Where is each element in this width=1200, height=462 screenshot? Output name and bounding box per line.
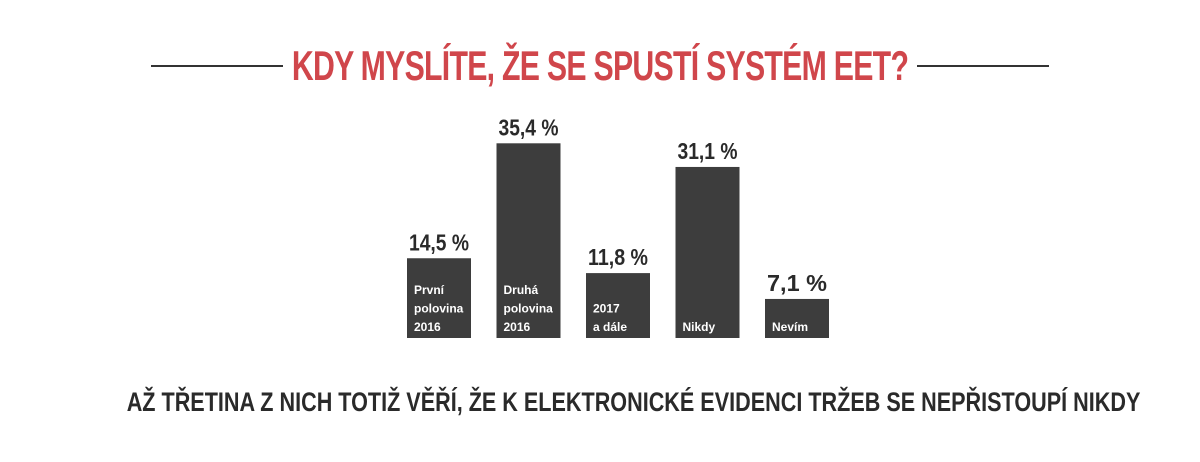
category-label-0-1: polovina [414, 302, 464, 316]
category-label-1-0: Druhá [504, 283, 539, 297]
bar-1 [496, 143, 561, 338]
chart-subtitle-text: AŽ TŘETINA Z NICH TOTIŽ VĚŘÍ, ŽE K ELEKT… [126, 387, 1141, 417]
value-label-0: 14,5 % [409, 229, 469, 255]
bar-3 [675, 166, 740, 338]
category-label-1-2: 2016 [504, 320, 531, 334]
category-label-3-0: Nikdy [683, 320, 716, 334]
value-label-4: 7,1 % [767, 270, 827, 296]
category-label-0-2: 2016 [414, 320, 441, 334]
category-label-4-0: Nevím [772, 320, 808, 334]
title-rule-right [917, 65, 1049, 67]
page-title: KDY MYSLÍTE, ŽE SE SPUSTÍ SYSTÉM EET? [291, 42, 909, 89]
category-label-0-0: První [414, 283, 445, 297]
category-label-1-1: polovina [504, 302, 554, 316]
bar-2 [586, 273, 650, 338]
title-rule-left [151, 65, 283, 67]
bar-0 [407, 258, 471, 338]
category-label-2-1: a dále [593, 320, 627, 334]
title-wrap: KDY MYSLÍTE, ŽE SE SPUSTÍ SYSTÉM EET? [283, 38, 917, 94]
category-label-2-0: 2017 [593, 302, 620, 316]
value-label-2: 11,8 % [588, 244, 648, 270]
title-row: KDY MYSLÍTE, ŽE SE SPUSTÍ SYSTÉM EET? [0, 38, 1200, 94]
value-label-3: 31,1 % [678, 138, 738, 164]
bar-4 [765, 298, 829, 338]
value-label-1: 35,4 % [499, 114, 559, 140]
chart-subtitle: AŽ TŘETINA Z NICH TOTIŽ VĚŘÍ, ŽE K ELEKT… [0, 382, 1200, 422]
